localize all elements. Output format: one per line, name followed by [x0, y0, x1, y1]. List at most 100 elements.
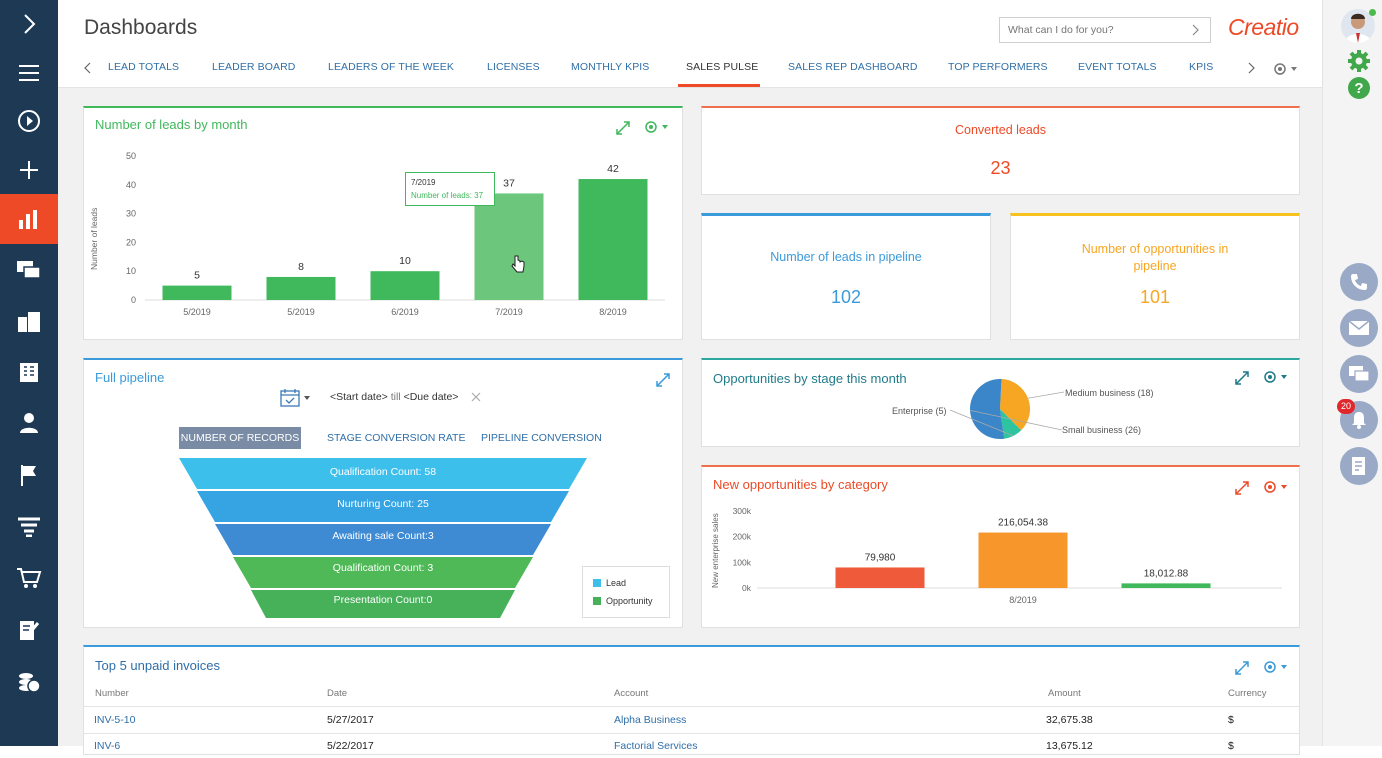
bar-value-label: 5	[194, 270, 200, 282]
finance-icon[interactable]	[0, 658, 58, 706]
y-tick-label: 10	[126, 266, 136, 276]
system-settings-icon[interactable]	[1347, 49, 1371, 73]
start-date[interactable]: <Start date>	[330, 391, 388, 403]
panel-settings-icon[interactable]	[1262, 479, 1290, 495]
play-icon[interactable]	[0, 97, 58, 145]
number-of-records-button[interactable]: NUMBER OF RECORDS	[179, 427, 301, 449]
header	[58, 0, 1322, 88]
bar-value-label: 18,012.88	[1144, 568, 1189, 579]
campaigns-icon[interactable]	[0, 451, 58, 499]
dashboards-icon[interactable]	[0, 194, 58, 244]
y-tick-label: 100k	[733, 557, 752, 567]
documents-icon[interactable]	[0, 606, 58, 654]
funnel-label: Presentation Count:0	[333, 594, 433, 606]
x-tick-label: 7/2019	[495, 307, 523, 317]
col-header-currency[interactable]: Currency	[1228, 688, 1267, 699]
divider	[84, 733, 1299, 734]
pie-leader-line	[1027, 391, 1065, 399]
calendar-icon[interactable]	[280, 388, 314, 408]
leads-bar	[370, 271, 440, 300]
table-row[interactable]: INV-6 5/22/2017 Factorial Services 13,67…	[84, 734, 1299, 758]
panel-settings-icon[interactable]	[643, 119, 671, 135]
leads-icon[interactable]	[0, 503, 58, 551]
tab-sales-pulse[interactable]: SALES PULSE	[686, 61, 759, 73]
accounts-icon[interactable]	[0, 298, 58, 346]
leads-pipeline-panel	[701, 213, 991, 340]
y-tick-label: 20	[126, 237, 136, 247]
feed-icon[interactable]	[0, 246, 58, 294]
converted-leads-value: 23	[990, 158, 1011, 178]
invoice-currency: $	[1228, 740, 1234, 752]
tasks-icon	[1352, 457, 1365, 475]
col-header-amount[interactable]: Amount	[1048, 688, 1081, 699]
contact-icon[interactable]	[0, 399, 58, 447]
legend-lead: Lead	[606, 578, 627, 588]
add-icon[interactable]	[0, 146, 58, 194]
funnel-shapes	[179, 458, 587, 618]
online-status-dot	[1369, 9, 1376, 16]
tabs-settings-icon[interactable]	[1272, 61, 1300, 77]
pie-leader-line	[949, 409, 1014, 437]
help-icon[interactable]: ?	[1347, 76, 1371, 100]
pipeline-conversion-button[interactable]: PIPELINE CONVERSION	[481, 432, 602, 444]
legend-opportunity: Opportunity	[606, 596, 653, 606]
tab-leader-board[interactable]: LEADER BOARD	[212, 61, 296, 73]
invoice-account[interactable]: Alpha Business	[614, 714, 687, 726]
y-tick-label: 0	[131, 295, 136, 305]
opps-pipeline-title: Number of opportunities in pipeline	[1081, 242, 1229, 273]
contacts-book-icon[interactable]	[0, 348, 58, 396]
maximize-icon[interactable]	[1235, 481, 1249, 495]
due-date[interactable]: <Due date>	[403, 391, 459, 403]
tabs-prev-icon[interactable]	[84, 62, 92, 74]
command-search[interactable]	[999, 17, 1211, 43]
opps-pipeline-value: 101	[1139, 287, 1171, 307]
maximize-icon[interactable]	[656, 373, 670, 387]
funnel-stage-5	[251, 590, 515, 618]
clear-icon[interactable]	[471, 392, 481, 402]
divider	[84, 706, 1299, 707]
tab-lead-totals[interactable]: LEAD TOTALS	[108, 61, 180, 73]
panel-settings-icon[interactable]	[1262, 369, 1290, 385]
leads-bar	[578, 179, 648, 300]
funnel-legend: Lead Opportunity	[582, 566, 670, 618]
panel-settings-icon[interactable]	[1262, 659, 1290, 675]
tab-kpis[interactable]: KPIS	[1189, 61, 1214, 73]
maximize-icon[interactable]	[616, 121, 630, 135]
command-search-input[interactable]	[1008, 19, 1188, 41]
bar-value-label: 8	[298, 261, 304, 273]
expand-icon[interactable]	[0, 0, 58, 48]
opps-stage-title: Opportunities by stage this month	[713, 371, 907, 386]
invoice-amount: 13,675.12	[1046, 740, 1093, 752]
tab-sales-rep-dashboard[interactable]: SALES REP DASHBOARD	[788, 61, 918, 73]
email-button[interactable]	[1340, 309, 1378, 347]
invoice-number[interactable]: INV-5-10	[94, 714, 136, 726]
tab-top-performers[interactable]: TOP PERFORMERS	[948, 61, 1048, 73]
date-range[interactable]: <Start date> till <Due date>	[330, 391, 458, 403]
chevron-right-icon	[1192, 24, 1199, 36]
col-header-account[interactable]: Account	[614, 688, 649, 699]
y-tick-label: 40	[126, 180, 136, 190]
pie-slice	[1000, 409, 1022, 439]
funnel-stage-1	[179, 458, 587, 489]
table-row[interactable]: INV-5-10 5/27/2017 Alpha Business 32,675…	[84, 708, 1299, 732]
col-header-date[interactable]: Date	[327, 688, 348, 699]
tab-licenses[interactable]: LICENSES	[487, 61, 540, 73]
tab-leaders-of-the-week[interactable]: LEADERS OF THE WEEK	[328, 61, 454, 73]
invoice-number[interactable]: INV-6	[94, 740, 121, 752]
invoice-account[interactable]: Factorial Services	[614, 740, 698, 752]
orders-icon[interactable]	[0, 554, 58, 602]
pie-slice	[970, 379, 1005, 439]
maximize-icon[interactable]	[1235, 661, 1249, 675]
chat-button[interactable]	[1340, 355, 1378, 393]
tab-monthly-kpis[interactable]: MONTHLY KPIS	[571, 61, 650, 73]
menu-icon[interactable]	[0, 49, 58, 97]
stage-conversion-button[interactable]: STAGE CONVERSION RATE	[327, 432, 466, 444]
tasks-button[interactable]	[1340, 447, 1378, 485]
maximize-icon[interactable]	[1235, 371, 1249, 385]
tabs-next-icon[interactable]	[1248, 62, 1256, 74]
col-header-number[interactable]: Number	[95, 688, 129, 699]
converted-leads-title: Converted leads	[954, 123, 1047, 137]
tab-event-totals[interactable]: EVENT TOTALS	[1078, 61, 1157, 73]
phone-button[interactable]	[1340, 263, 1378, 301]
chat-icon	[1349, 366, 1370, 382]
